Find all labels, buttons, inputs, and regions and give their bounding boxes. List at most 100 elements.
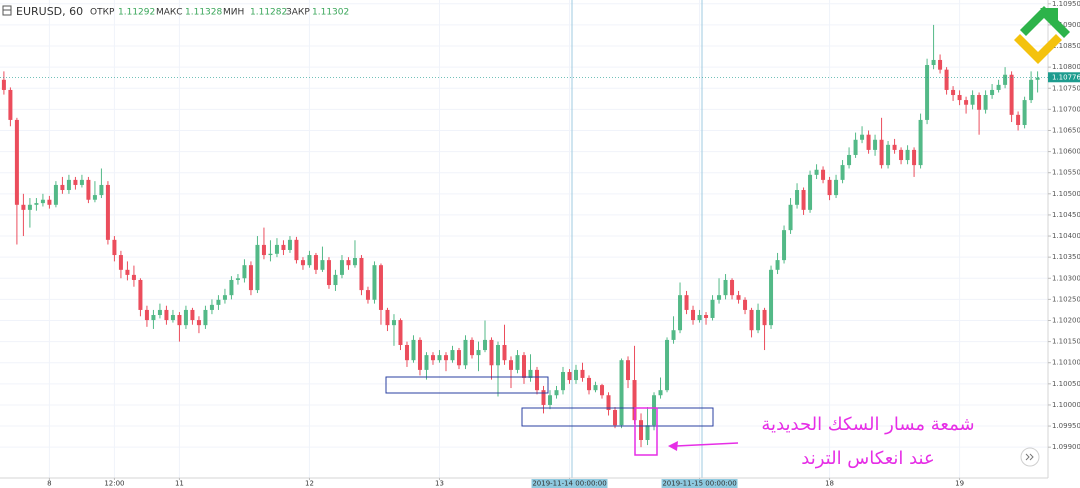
ohlc-value: 1.11328 bbox=[185, 8, 222, 18]
y-tick-label: 1.10000 bbox=[1052, 401, 1080, 409]
candle-body bbox=[990, 89, 995, 96]
candle-body bbox=[209, 304, 214, 310]
ohlc-label: МАКС bbox=[156, 8, 183, 18]
candle-body bbox=[508, 360, 513, 370]
scroll-button[interactable] bbox=[1020, 447, 1040, 467]
candle-body bbox=[300, 260, 305, 266]
candle-body bbox=[860, 134, 865, 140]
x-tick-label: 11 bbox=[175, 480, 184, 488]
candle-body bbox=[476, 350, 481, 356]
candle-body bbox=[951, 89, 956, 96]
logo bbox=[1014, 6, 1070, 64]
candle-body bbox=[235, 278, 240, 280]
candle-body bbox=[1035, 77, 1040, 80]
candle-body bbox=[853, 139, 858, 155]
arrow-head bbox=[668, 441, 678, 451]
x-tick-label: 8 bbox=[47, 480, 51, 488]
candle-body bbox=[775, 260, 780, 270]
candle-body bbox=[1016, 114, 1021, 125]
candle-body bbox=[190, 309, 195, 321]
y-tick-label: 1.10550 bbox=[1052, 169, 1080, 177]
candle-body bbox=[339, 260, 344, 275]
candle-body bbox=[398, 320, 403, 345]
x-tick-label: 12 bbox=[305, 480, 314, 488]
candle-body bbox=[1022, 100, 1027, 125]
candle-body bbox=[112, 239, 117, 256]
candle-body bbox=[795, 190, 800, 205]
candle-body bbox=[307, 255, 312, 266]
scroll-button-icon[interactable] bbox=[1025, 453, 1034, 461]
candle-body bbox=[346, 260, 351, 266]
candle-body bbox=[404, 344, 409, 361]
candle-body bbox=[762, 309, 767, 326]
candle-body bbox=[229, 279, 234, 296]
candle-body bbox=[847, 154, 852, 166]
candle-body bbox=[73, 179, 78, 185]
candle-body bbox=[242, 265, 247, 279]
candle-body bbox=[268, 253, 273, 256]
candle-body bbox=[957, 95, 962, 101]
candle-body bbox=[769, 269, 774, 326]
candle-body bbox=[918, 119, 923, 166]
y-tick-label: 1.10450 bbox=[1052, 211, 1080, 219]
candle-body bbox=[665, 339, 670, 391]
candle-body bbox=[372, 265, 377, 300]
ohlc-value: 1.11302 bbox=[312, 8, 349, 18]
candle-body bbox=[606, 395, 611, 411]
candle-body bbox=[450, 350, 455, 361]
candle-body bbox=[541, 390, 546, 405]
header: EURUSD, 60 ОТКР 1.11292 МАКС 1.11328 МИН… bbox=[2, 5, 349, 18]
candle-body bbox=[424, 355, 429, 370]
logo-shape bbox=[1040, 8, 1058, 26]
candle-body bbox=[730, 279, 735, 296]
y-tick-label: 1.10650 bbox=[1052, 126, 1080, 134]
candle-body bbox=[684, 295, 689, 310]
y-tick-label: 1.10150 bbox=[1052, 338, 1080, 346]
y-tick-label: 1.10850 bbox=[1052, 42, 1080, 50]
candle-body bbox=[678, 295, 683, 331]
y-tick-label: 1.10600 bbox=[1052, 148, 1080, 156]
candle-body bbox=[717, 295, 722, 300]
scroll-button-circle[interactable] bbox=[1020, 447, 1040, 467]
x-tick-label: 12:00 bbox=[104, 480, 124, 488]
candle-body bbox=[463, 339, 468, 366]
annotation: شمعة مسار السكك الحديدية bbox=[761, 414, 974, 435]
candle-body bbox=[600, 385, 605, 396]
logo-shape bbox=[1014, 34, 1062, 64]
candle-body bbox=[131, 274, 136, 280]
last-price-label: 1.10776 bbox=[1052, 73, 1080, 81]
candle-body bbox=[489, 339, 494, 366]
candle-body bbox=[697, 315, 702, 321]
candle-body bbox=[144, 309, 149, 321]
candle-body bbox=[333, 274, 338, 286]
candle-body bbox=[274, 244, 279, 254]
candle-body bbox=[834, 179, 839, 196]
zone-box bbox=[385, 376, 549, 394]
candle-body bbox=[580, 369, 585, 378]
y-tick-label: 1.10400 bbox=[1052, 232, 1080, 240]
candle-body bbox=[593, 385, 598, 391]
ohlc-label: ЗАКР bbox=[286, 8, 310, 18]
candle-body bbox=[1029, 79, 1034, 101]
candle-body bbox=[482, 339, 487, 351]
candle-body bbox=[931, 59, 936, 66]
candle-body bbox=[177, 315, 182, 326]
candle-body bbox=[964, 100, 969, 105]
candle-body bbox=[912, 149, 917, 166]
y-tick-label: 1.10050 bbox=[1052, 380, 1080, 388]
highlight-box bbox=[634, 407, 658, 456]
candle-body bbox=[756, 309, 761, 331]
ohlc-label: ОТКР bbox=[90, 8, 115, 18]
candle-body bbox=[281, 244, 286, 250]
candle-body bbox=[548, 395, 553, 405]
y-tick-label: 1.10200 bbox=[1052, 316, 1080, 324]
candle-body bbox=[528, 369, 533, 378]
candle-body bbox=[944, 69, 949, 90]
candle-body bbox=[840, 165, 845, 180]
candle-body bbox=[704, 315, 709, 318]
candle-body bbox=[996, 84, 1001, 90]
candle-body bbox=[391, 320, 396, 326]
candle-body bbox=[723, 279, 728, 296]
x-tick-label: 18 bbox=[825, 480, 834, 488]
